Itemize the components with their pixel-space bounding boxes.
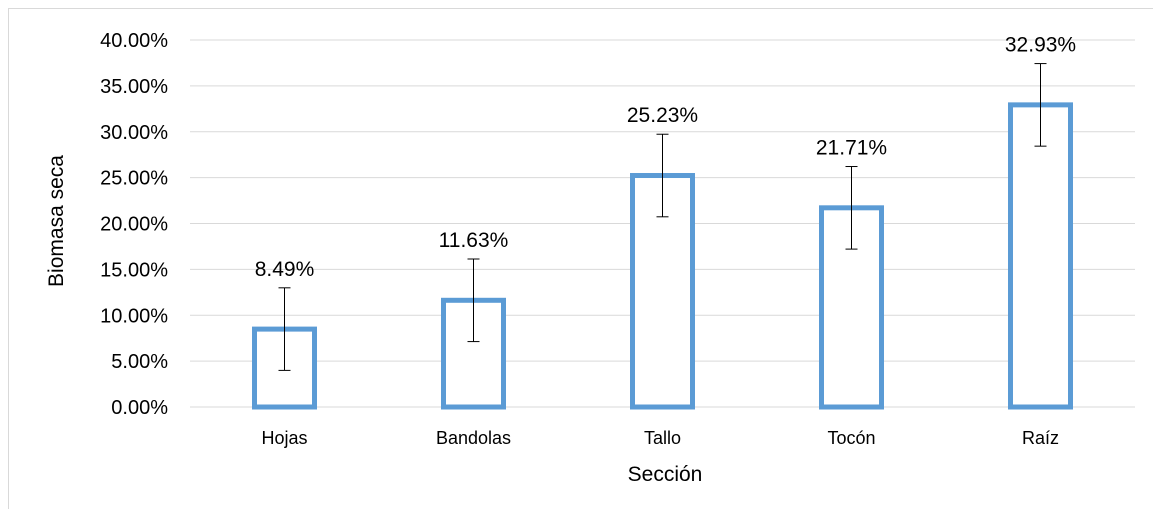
data-label: 25.23% [627,104,698,127]
x-tick-labels: Hojas Bandolas Tallo Tocón Raíz [261,428,1059,448]
y-tick-label: 40.00% [100,30,168,52]
y-tick-label: 5.00% [111,351,168,373]
y-axis-title: Biomasa seca [45,155,68,287]
y-tick-label: 0.00% [111,397,168,419]
y-tick-label: 10.00% [100,305,168,327]
y-tick-label: 30.00% [100,122,168,144]
y-tick-label: 35.00% [100,76,168,98]
chart-frame [8,8,1153,509]
error-bars [278,63,1047,371]
bar [1008,102,1073,410]
data-labels: 8.49% 11.63% 25.23% 21.71% 32.93% [255,34,1076,281]
data-label: 8.49% [255,258,315,281]
x-tick-label: Tocón [827,428,875,448]
x-tick-label: Tallo [644,428,681,448]
x-axis-title: Sección [628,463,703,486]
data-label: 32.93% [1005,34,1076,57]
bar [441,297,506,410]
y-tick-label: 15.00% [100,259,168,281]
y-tick-labels: 0.00% 5.00% 10.00% 15.00% 20.00% 25.00% 30.00%… [100,30,168,419]
x-tick-label: Hojas [261,428,307,448]
data-label: 21.71% [816,137,887,160]
y-tick-label: 25.00% [100,168,168,190]
y-tick-label: 20.00% [100,214,168,236]
x-tick-label: Bandolas [436,428,511,448]
bar [819,205,884,410]
data-label: 11.63% [439,229,509,252]
x-tick-label: Raíz [1022,428,1059,448]
